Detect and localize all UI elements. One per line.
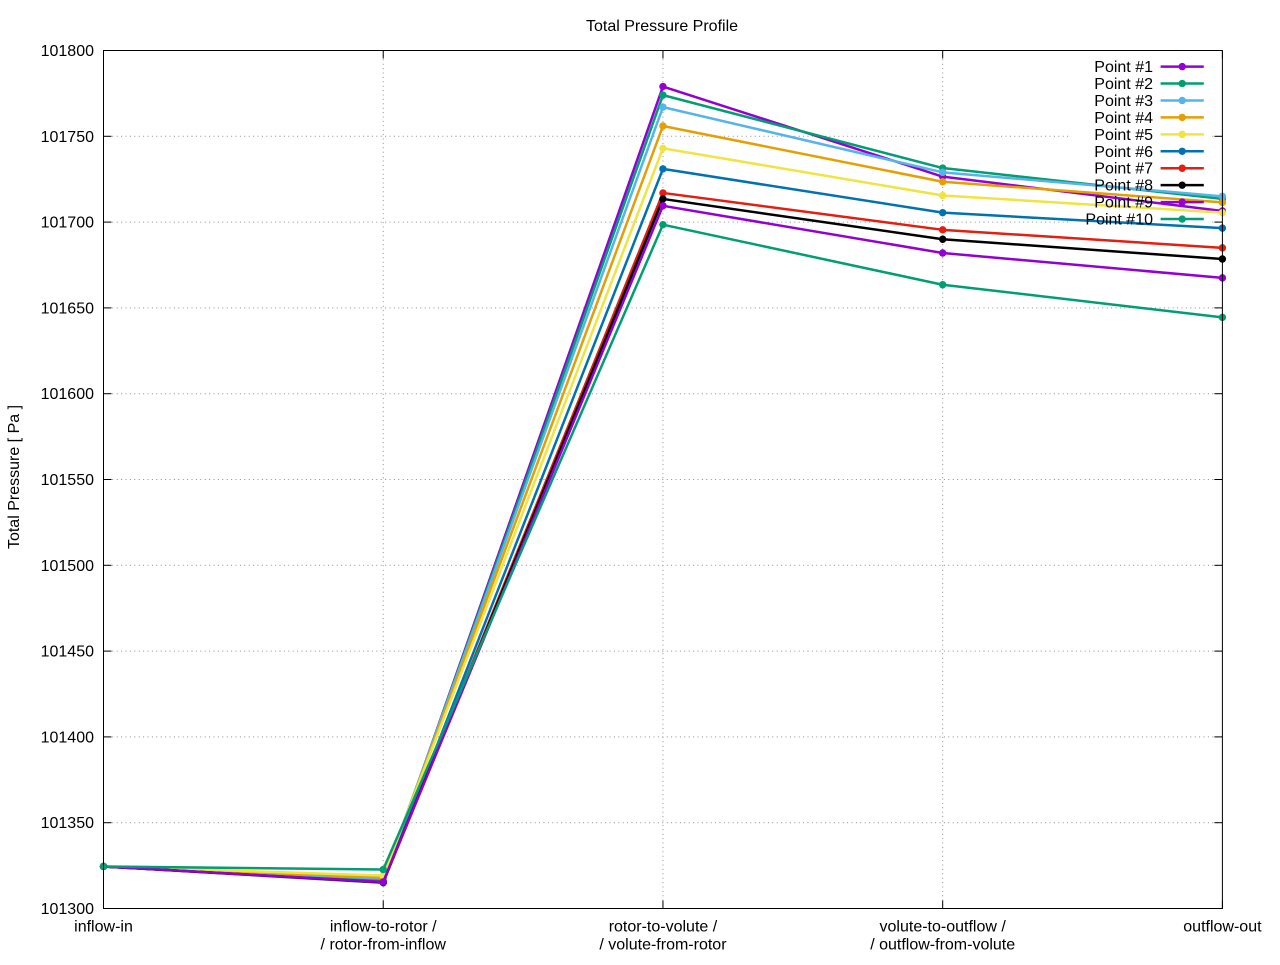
svg-text:Total Pressure Profile: Total Pressure Profile — [586, 18, 738, 35]
svg-text:Point #4: Point #4 — [1094, 110, 1153, 127]
svg-text:outflow-out: outflow-out — [1183, 919, 1262, 936]
svg-text:Point #1: Point #1 — [1094, 59, 1153, 76]
svg-text:Point #2: Point #2 — [1094, 76, 1153, 93]
svg-text:101300: 101300 — [41, 901, 94, 918]
svg-text:inflow-to-rotor /: inflow-to-rotor / — [330, 919, 437, 936]
svg-text:Point #3: Point #3 — [1094, 93, 1153, 110]
svg-text:Point #7: Point #7 — [1094, 161, 1153, 178]
svg-text:Point #10: Point #10 — [1085, 212, 1153, 229]
svg-text:rotor-to-volute /: rotor-to-volute / — [609, 919, 718, 936]
svg-text:/ rotor-from-inflow: / rotor-from-inflow — [321, 937, 447, 954]
svg-text:/ outflow-from-volute: / outflow-from-volute — [870, 937, 1015, 954]
svg-text:inflow-in: inflow-in — [74, 919, 133, 936]
svg-text:101700: 101700 — [41, 215, 94, 232]
svg-text:Point #8: Point #8 — [1094, 178, 1153, 195]
svg-text:/ volute-from-rotor: / volute-from-rotor — [599, 937, 727, 954]
svg-text:Point #5: Point #5 — [1094, 127, 1153, 144]
svg-text:101750: 101750 — [41, 129, 94, 146]
svg-text:101400: 101400 — [41, 729, 94, 746]
svg-text:101600: 101600 — [41, 386, 94, 403]
svg-text:101450: 101450 — [41, 644, 94, 661]
svg-text:Total Pressure [ Pa ]: Total Pressure [ Pa ] — [6, 405, 23, 549]
svg-text:101800: 101800 — [41, 43, 94, 60]
svg-text:volute-to-outflow /: volute-to-outflow / — [880, 919, 1007, 936]
svg-text:101650: 101650 — [41, 300, 94, 317]
svg-text:Point #6: Point #6 — [1094, 144, 1153, 161]
svg-text:Point #9: Point #9 — [1094, 195, 1153, 212]
svg-text:101550: 101550 — [41, 472, 94, 489]
svg-text:101500: 101500 — [41, 558, 94, 575]
svg-text:101350: 101350 — [41, 815, 94, 832]
